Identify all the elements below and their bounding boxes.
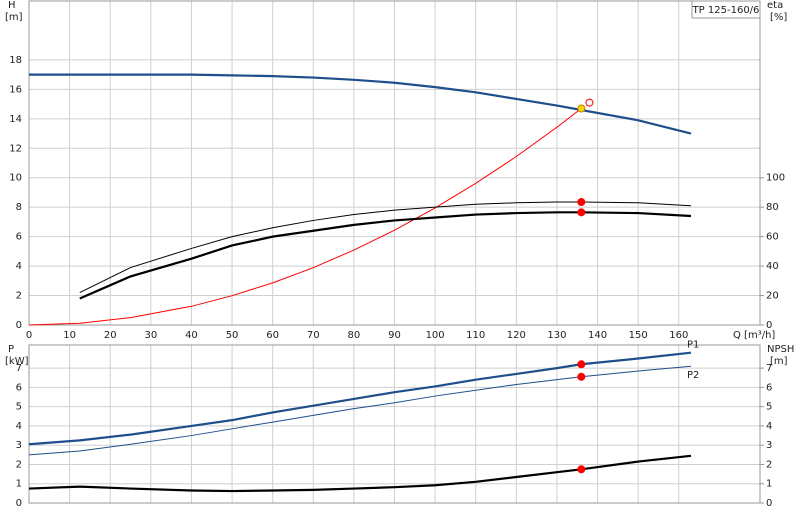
y-tick-label: 3 <box>16 440 22 451</box>
x-label: Q [m³/h] <box>733 330 775 341</box>
operating-point <box>577 360 586 369</box>
series-line <box>79 211 692 300</box>
series-label: P1 <box>687 340 699 351</box>
x-tick-label: 70 <box>307 330 320 341</box>
operating-point <box>577 465 586 474</box>
operating-point <box>577 104 586 113</box>
legend-title: TP 125-160/6 <box>692 5 760 16</box>
x-tick-label: 130 <box>547 330 566 341</box>
y-unit: [m] <box>5 12 23 23</box>
x-tick-label: 100 <box>426 330 445 341</box>
x-tick-label: 20 <box>104 330 117 341</box>
y-tick-label: 7 <box>16 363 22 374</box>
y-tick-label: 6 <box>16 382 22 393</box>
series-line <box>28 454 692 493</box>
y2-tick-label: 0 <box>766 498 772 509</box>
y2-tick-label: 60 <box>766 232 779 243</box>
series-line <box>29 73 692 135</box>
y-label: H <box>8 0 16 11</box>
y2-unit: [m] <box>770 356 788 367</box>
y-tick-label: 4 <box>16 421 22 432</box>
y-tick-label: 16 <box>9 84 22 95</box>
x-tick-label: 110 <box>466 330 485 341</box>
operating-point <box>577 372 586 381</box>
series-line <box>28 108 582 326</box>
y2-tick-label: 0 <box>766 320 772 331</box>
y-tick-label: 14 <box>9 114 22 125</box>
plot-frame <box>28 344 761 504</box>
plot-frame <box>28 0 761 326</box>
y2-tick-label: 5 <box>766 402 772 413</box>
series-line <box>28 351 692 446</box>
y2-tick-label: 3 <box>766 440 772 451</box>
operating-point <box>577 198 586 207</box>
y-tick-label: 18 <box>9 55 22 66</box>
y-label: P <box>8 344 14 355</box>
x-tick-label: 10 <box>63 330 76 341</box>
x-tick-label: 140 <box>588 330 607 341</box>
x-tick-label: 160 <box>669 330 688 341</box>
y2-tick-label: 1 <box>766 479 772 490</box>
x-tick-label: 30 <box>144 330 157 341</box>
y-tick-label: 0 <box>16 320 22 331</box>
operating-point <box>577 208 586 217</box>
y2-tick-label: 6 <box>766 382 772 393</box>
y-tick-label: 2 <box>16 459 22 470</box>
x-tick-label: 120 <box>507 330 526 341</box>
y2-tick-label: 2 <box>766 459 772 470</box>
y2-tick-label: 7 <box>766 363 772 374</box>
y2-tick-label: 100 <box>766 173 785 184</box>
x-tick-label: 90 <box>388 330 401 341</box>
y2-label: eta <box>767 0 783 11</box>
x-tick-label: 150 <box>629 330 648 341</box>
y-tick-label: 2 <box>16 291 22 302</box>
x-tick-label: 80 <box>348 330 361 341</box>
x-tick-label: 50 <box>226 330 239 341</box>
series-line <box>79 201 691 294</box>
y-tick-label: 6 <box>16 232 22 243</box>
y2-tick-label: 40 <box>766 261 779 272</box>
y-unit: [kW] <box>5 356 29 367</box>
x-tick-label: 0 <box>26 330 32 341</box>
x-tick-label: 60 <box>266 330 279 341</box>
y-tick-label: 10 <box>9 173 22 184</box>
y2-unit: [%] <box>770 12 787 23</box>
series-line <box>28 365 692 456</box>
y-tick-label: 5 <box>16 402 22 413</box>
operating-point <box>585 98 594 107</box>
y2-tick-label: 4 <box>766 421 772 432</box>
legend-box <box>691 0 761 19</box>
y-tick-label: 1 <box>16 479 22 490</box>
y-tick-label: 4 <box>16 261 22 272</box>
y2-tick-label: 20 <box>766 291 779 302</box>
x-tick-label: 40 <box>185 330 198 341</box>
y-tick-label: 0 <box>16 498 22 509</box>
y-tick-label: 12 <box>9 143 22 154</box>
y2-tick-label: 80 <box>766 202 779 213</box>
y2-label: NPSH <box>767 344 794 355</box>
series-label: P2 <box>687 370 699 381</box>
y-tick-label: 8 <box>16 202 22 213</box>
